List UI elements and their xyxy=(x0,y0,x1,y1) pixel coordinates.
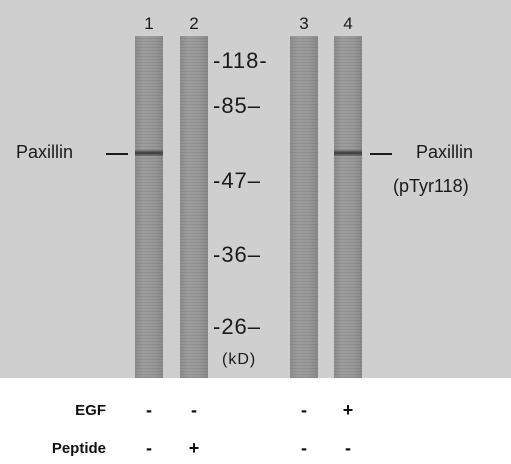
lane-1 xyxy=(135,36,163,378)
lane-3 xyxy=(290,36,318,378)
protein-band xyxy=(334,150,362,156)
left-band-pointer xyxy=(106,153,128,155)
lane-4 xyxy=(334,36,362,378)
right-band-pointer xyxy=(370,153,392,155)
mw-marker: -85– xyxy=(213,93,262,118)
mw-unit: (kD) xyxy=(222,351,257,368)
protein-band xyxy=(135,150,163,156)
condition-sign: + xyxy=(342,400,354,420)
lane-number: 2 xyxy=(189,14,199,33)
condition-label-egf: EGF xyxy=(75,402,106,419)
condition-sign: + xyxy=(188,438,200,458)
condition-sign: - xyxy=(301,438,307,458)
mw-marker: -26– xyxy=(213,314,262,339)
mw-marker: -118- xyxy=(213,48,268,73)
western-blot-image xyxy=(0,0,511,378)
left-protein-label: Paxillin xyxy=(16,142,74,162)
condition-sign: - xyxy=(301,400,307,420)
condition-label-peptide: Peptide xyxy=(51,440,106,457)
condition-sign: - xyxy=(191,400,197,420)
mw-marker: -36– xyxy=(213,242,262,267)
condition-sign: - xyxy=(146,438,152,458)
mw-marker: -47– xyxy=(213,168,262,193)
lane-number: 4 xyxy=(343,14,353,33)
right-protein-label: Paxillin xyxy=(416,142,474,162)
condition-sign: - xyxy=(345,438,351,458)
lane-number: 1 xyxy=(144,14,154,33)
lane-number: 3 xyxy=(299,14,309,33)
lane-2 xyxy=(180,36,208,378)
condition-sign: - xyxy=(146,400,152,420)
right-protein-modification: (pTyr118) xyxy=(393,176,469,196)
